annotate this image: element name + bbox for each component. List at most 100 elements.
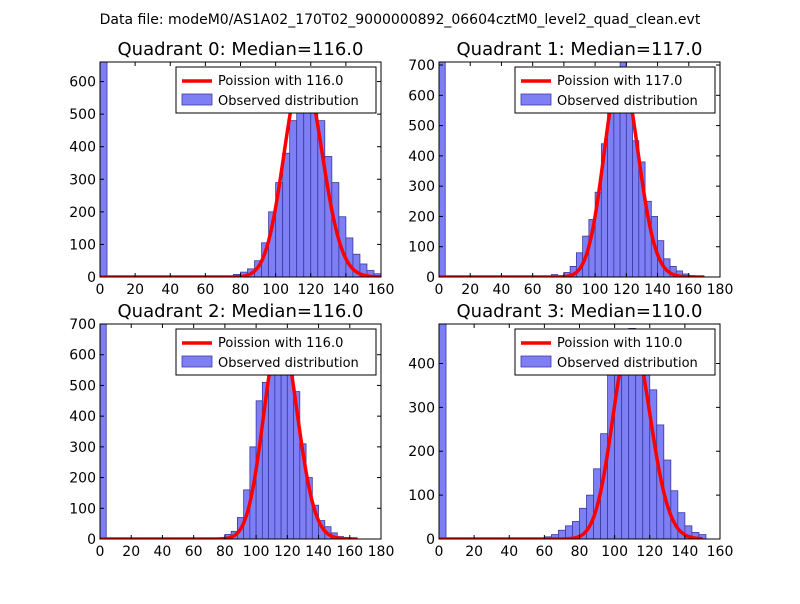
quadrant-1-panel: Quadrant 1: Median=117.00 20 40 60 80 100 120 1… (408, 39, 733, 298)
histogram (439, 324, 707, 539)
x-tick-label: 140 (672, 544, 699, 560)
x-tick-label: 120 (297, 282, 324, 298)
quadrant-2-panel: Quadrant 2: Median=116.00 20 40 60 80 100 120 1… (69, 301, 394, 560)
y-tick-label: 100 (408, 488, 435, 504)
x-tick-label: 20 (465, 544, 483, 560)
legend-poisson-label: Poission with 116.0 (218, 74, 343, 89)
x-tick-label: 140 (644, 282, 671, 298)
y-tick-label: 200 (408, 209, 435, 225)
histogram-bar (625, 94, 633, 277)
histogram-bar (613, 94, 621, 277)
legend: Poission with 117.0 Observed distribution (514, 66, 716, 114)
x-tick-label: 100 (601, 544, 628, 560)
legend-observed-label: Observed distribution (218, 94, 359, 109)
y-tick-label: 400 (69, 140, 96, 156)
y-tick-label: 500 (408, 119, 435, 135)
y-tick-label: 600 (69, 348, 96, 364)
figure-suptitle: Data file: modeM0/AS1A02_170T02_90000008… (100, 12, 701, 28)
legend-observed-label: Observed distribution (557, 94, 698, 109)
legend-observed-swatch (181, 93, 213, 106)
histogram-bar (282, 152, 291, 277)
y-tick-label: 0 (87, 270, 96, 286)
y-tick-label: 200 (69, 205, 96, 221)
x-tick-label: 40 (493, 282, 511, 298)
x-tick-label: 120 (636, 544, 663, 560)
y-tick-label: 600 (69, 75, 96, 91)
histogram-bar (296, 87, 305, 277)
x-tick-label: 120 (274, 544, 301, 560)
y-tick-label: 700 (69, 317, 96, 333)
quadrant-3-panel: Quadrant 3: Median=110.0 0 20 40 60 80 100 120 1… (408, 301, 733, 560)
x-tick-label: 80 (232, 282, 250, 298)
y-tick-label: 300 (69, 440, 96, 456)
legend-observed-swatch (181, 355, 213, 368)
x-tick-label: 40 (500, 544, 518, 560)
poisson-curve (100, 331, 358, 539)
legend-poisson-label: Poission with 110.0 (557, 336, 682, 351)
histogram-bar (268, 357, 276, 539)
x-tick-label: 60 (524, 282, 542, 298)
x-tick-label: 20 (461, 282, 479, 298)
x-tick-label: 80 (555, 282, 573, 298)
histogram-bar (100, 62, 108, 277)
x-tick-label: 60 (185, 544, 203, 560)
y-tick-label: 500 (69, 107, 96, 123)
y-tick-label: 500 (69, 378, 96, 394)
y-tick-label: 300 (69, 172, 96, 188)
x-tick-label: 180 (707, 282, 734, 298)
x-tick-label: 100 (582, 282, 609, 298)
quadrant-title: Quadrant 1: Median=117.0 (457, 39, 703, 60)
y-tick-label: 600 (408, 88, 435, 104)
y-tick-label: 400 (408, 149, 435, 165)
histogram (439, 62, 705, 277)
histogram-bar (439, 324, 447, 539)
x-tick-label: 20 (122, 544, 140, 560)
x-tick-label: 140 (333, 282, 360, 298)
axes-frame (438, 61, 721, 278)
x-tick-label: 20 (126, 282, 144, 298)
y-tick-label: 300 (408, 400, 435, 416)
y-tick-label: 300 (408, 179, 435, 195)
x-tick-label: 160 (336, 544, 363, 560)
x-tick-label: 40 (161, 282, 179, 298)
legend-observed-label: Observed distribution (218, 356, 359, 371)
legend: Poission with 116.0 Observed distribution (175, 328, 377, 376)
x-tick-label: 120 (613, 282, 640, 298)
y-tick-label: 0 (426, 270, 435, 286)
x-tick-label: 160 (675, 282, 702, 298)
y-tick-label: 100 (408, 240, 435, 256)
y-tick-label: 200 (69, 471, 96, 487)
x-tick-label: 100 (262, 282, 289, 298)
x-tick-label: 60 (196, 282, 214, 298)
y-tick-label: 100 (69, 237, 96, 253)
y-tick-label: 0 (87, 532, 96, 548)
x-tick-label: 0 (96, 544, 105, 560)
y-tick-label: 700 (408, 58, 435, 74)
legend-observed-label: Observed distribution (557, 356, 698, 371)
quadrant-0-panel: Quadrant 0: Median=116.0 0 20 40 60 80 100 120 1… (69, 39, 394, 298)
x-tick-label: 80 (571, 544, 589, 560)
legend-observed-swatch (520, 93, 552, 106)
x-tick-label: 0 (96, 282, 105, 298)
x-tick-label: 0 (435, 282, 444, 298)
x-tick-label: 40 (154, 544, 172, 560)
x-tick-label: 60 (535, 544, 553, 560)
y-tick-label: 100 (69, 501, 96, 517)
axes-frame (99, 323, 382, 540)
y-tick-label: 400 (69, 409, 96, 425)
legend: Poission with 110.0 Observed distribution (514, 328, 716, 376)
x-tick-label: 140 (305, 544, 332, 560)
quadrant-title: Quadrant 2: Median=116.0 (118, 301, 364, 322)
x-tick-label: 160 (707, 544, 734, 560)
poisson-curve (439, 69, 705, 277)
quadrant-title: Quadrant 0: Median=116.0 (118, 39, 364, 60)
x-tick-label: 0 (435, 544, 444, 560)
x-tick-label: 100 (243, 544, 270, 560)
histogram-bar (100, 324, 107, 539)
y-tick-label: 200 (408, 444, 435, 460)
quadrant-title: Quadrant 3: Median=110.0 (457, 301, 703, 322)
histogram-bar (289, 120, 298, 277)
histogram-bar (439, 62, 446, 277)
